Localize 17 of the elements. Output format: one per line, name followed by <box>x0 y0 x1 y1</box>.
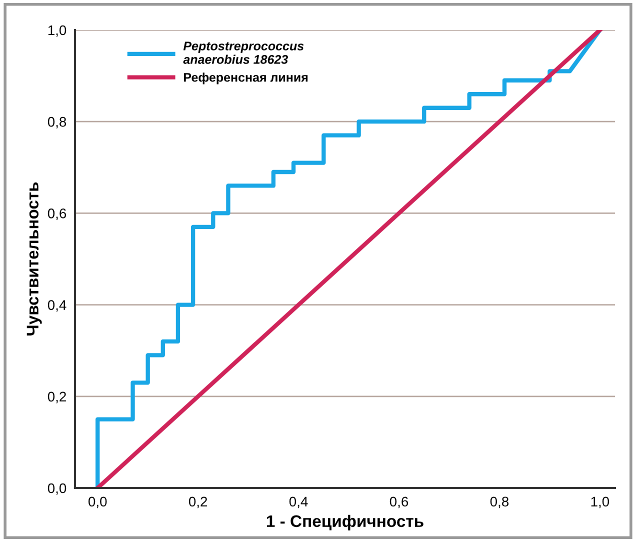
x-tick-label: 0,8 <box>490 496 509 508</box>
line-series <box>96 30 602 488</box>
y-tick-label: 0,6 <box>48 208 66 220</box>
y-tick-label: 0,8 <box>48 116 66 128</box>
x-tick-label: 0,2 <box>188 496 208 508</box>
y-tick-label: 0,0 <box>48 483 66 495</box>
y-tick-label: 1,0 <box>48 25 66 37</box>
y-tick-label: 0,4 <box>48 300 66 312</box>
y-axis-title: Чувствительность <box>26 182 42 336</box>
x-axis-title: 1 - Специфичность <box>266 514 424 530</box>
x-tick-label: 0,6 <box>390 496 408 508</box>
x-tick-label: 0,0 <box>88 496 107 508</box>
y-tick-label: 0,2 <box>48 392 66 404</box>
x-tick-label: 0,4 <box>289 496 308 508</box>
legend-label: Референсная линия <box>184 72 308 84</box>
legend-label: Peptostreprococcus anaerobius 18623 <box>183 42 304 64</box>
x-tick-label: 1,0 <box>591 496 610 508</box>
